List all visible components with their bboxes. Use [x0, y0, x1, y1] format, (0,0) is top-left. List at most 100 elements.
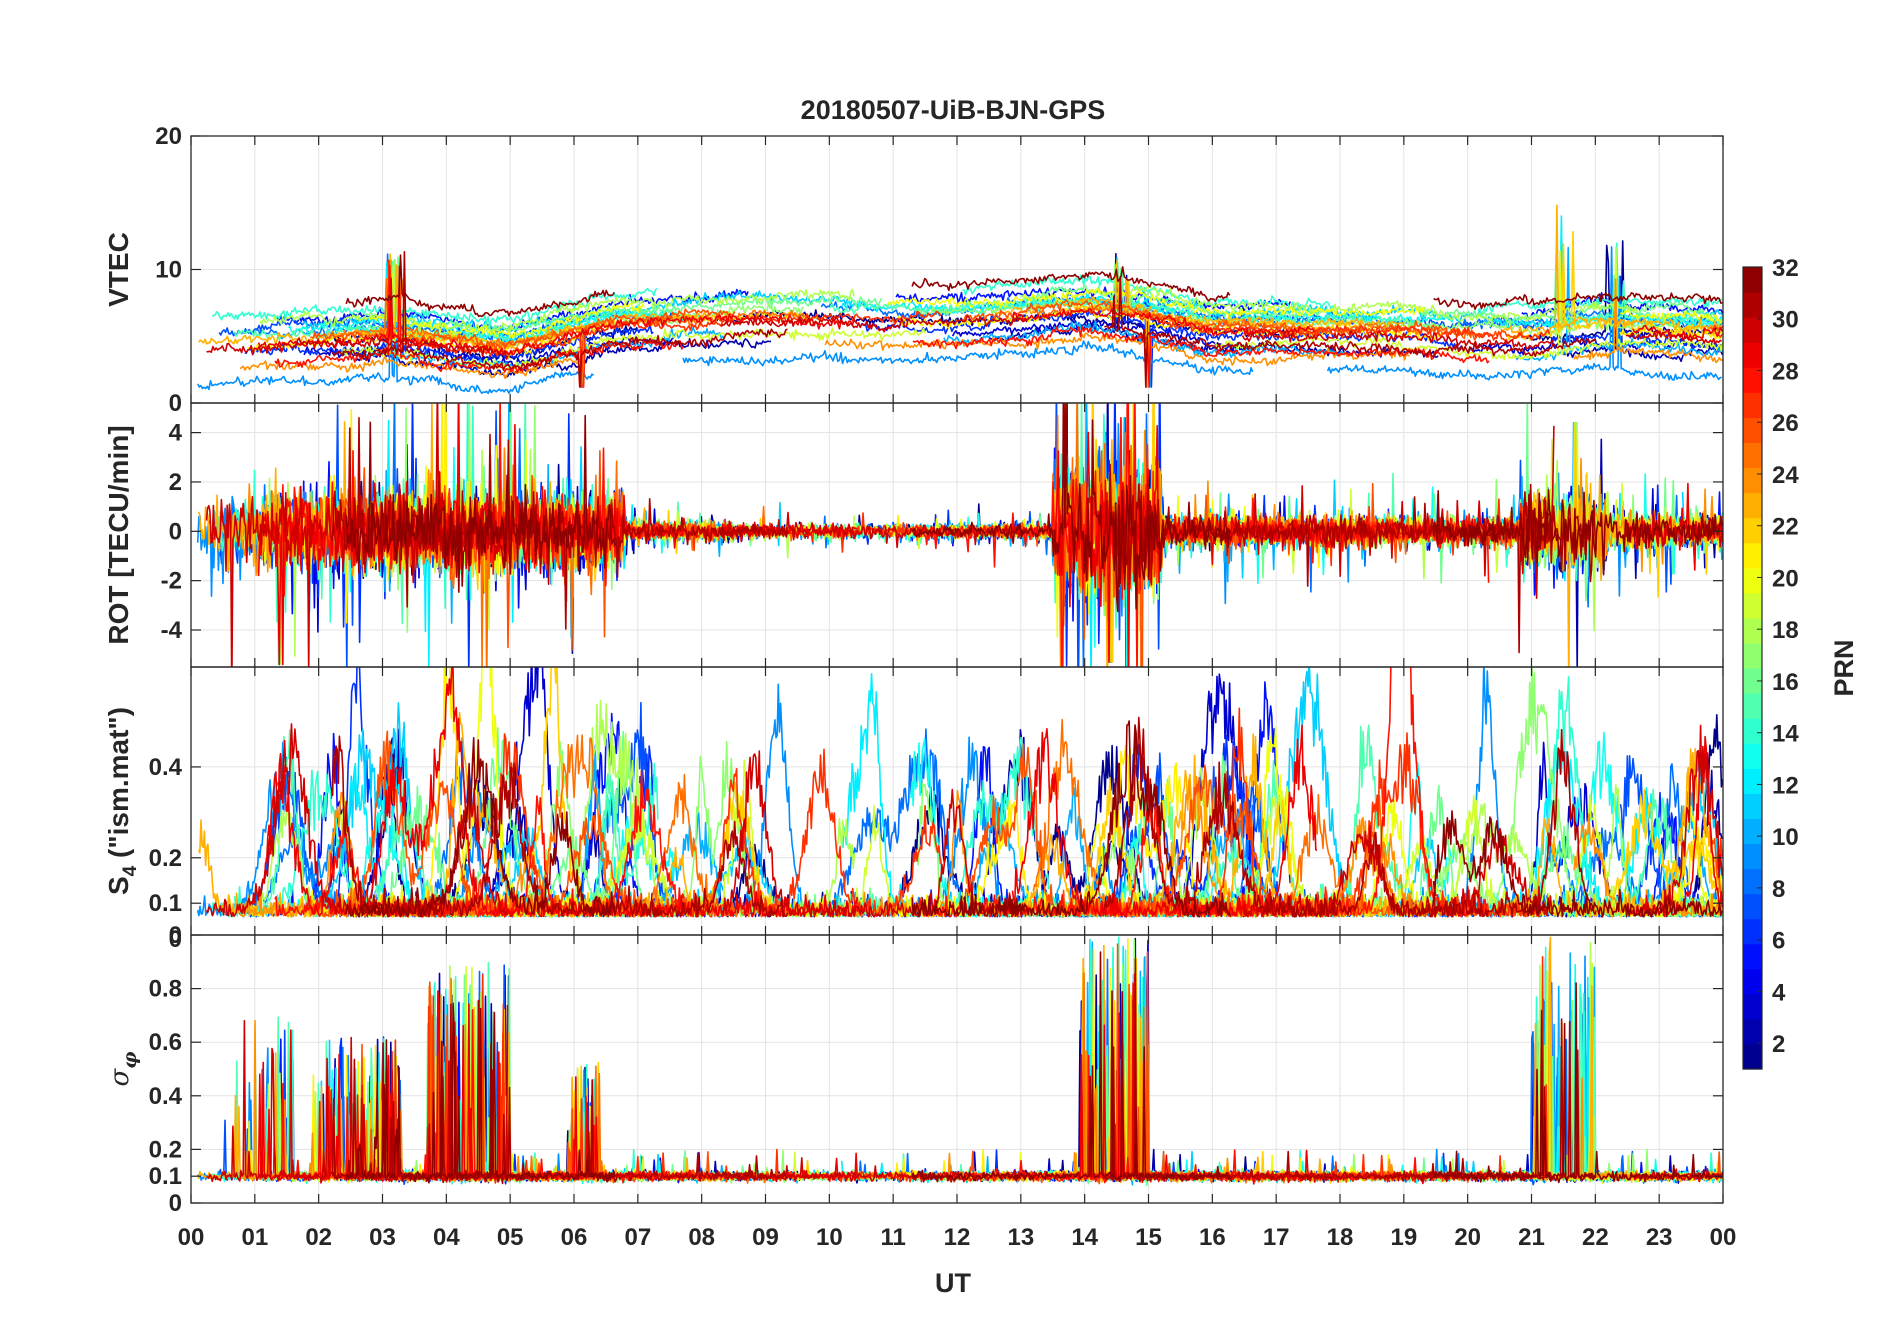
colorbar-band: [1743, 442, 1762, 469]
chart-title: 20180507-UiB-BJN-GPS: [801, 95, 1106, 125]
s4-series-group: [196, 667, 1723, 918]
rot-series-prn-31: [1103, 463, 1597, 654]
colorbar-band: [1743, 642, 1762, 669]
rot-y-tick-label: 0: [169, 518, 182, 545]
vtec-series-prn-2: [987, 252, 1439, 358]
x-tick-label: 05: [497, 1224, 524, 1251]
vtec-series-prn-26: [962, 298, 1525, 341]
vtec-series-prn-13: [287, 311, 676, 388]
x-tick-label: 02: [305, 1224, 332, 1251]
vtec-series-prn-32: [911, 266, 1231, 303]
x-tick-label: 06: [561, 1224, 588, 1251]
s4-y-tick-label: 0.4: [149, 754, 183, 781]
colorbar-band: [1743, 467, 1762, 494]
vtec-series-prn-6: [860, 310, 1464, 388]
x-tick-label: 12: [944, 1224, 971, 1251]
sigma_phi-y-tick-label: 0.1: [149, 1163, 182, 1190]
x-tick-label: 09: [752, 1224, 779, 1251]
rot-y-tick-label: 2: [169, 469, 182, 496]
colorbar-tick-label: 18: [1772, 617, 1799, 644]
sigma_phi-series-prn-32: [911, 951, 1232, 1183]
vtec-series-prn-16: [1020, 267, 1320, 319]
x-tick-label: 20: [1454, 1224, 1481, 1251]
sigma_phi-series-group: [196, 936, 1723, 1187]
colorbar-band: [1743, 893, 1762, 920]
colorbar-band: [1743, 267, 1762, 293]
sigma_phi-series-prn-30: [1625, 1170, 1723, 1181]
rot-series-prn-32: [1432, 489, 1723, 576]
colorbar-band: [1743, 292, 1762, 318]
vtec-series-prn-14: [1477, 242, 1723, 315]
vtec-series-prn-27: [1138, 312, 1551, 345]
vtec-series-prn-18: [1114, 284, 1639, 323]
colorbar-band: [1743, 743, 1762, 769]
colorbar-tick-label: 8: [1772, 876, 1785, 903]
x-tick-label: 08: [688, 1224, 715, 1251]
colorbar-band: [1743, 417, 1762, 444]
colorbar-band: [1743, 542, 1762, 569]
vtec-series-prn-20: [369, 280, 645, 340]
colorbar-band: [1743, 918, 1762, 945]
rot-series-prn-32: [911, 403, 1232, 613]
x-tick-label: 15: [1135, 1224, 1162, 1251]
colorbar-band: [1743, 342, 1762, 368]
colorbar-tick-label: 14: [1772, 721, 1799, 748]
rot-y-tick-label: -2: [161, 568, 182, 595]
colorbar-band: [1743, 317, 1762, 343]
colorbar-band: [1743, 517, 1762, 544]
vtec-series-prn-18: [259, 288, 855, 334]
s4-y-tick-label: 0.2: [149, 845, 182, 872]
panel-s4: 0 0.1 0.2 0.4 S4 ("ism.mat"): [103, 666, 1724, 949]
s4-series-prn-31: [1103, 716, 1597, 918]
vtec-series-prn-20: [886, 288, 1425, 318]
x-tick-label: 23: [1646, 1224, 1673, 1251]
sigma_phi-y-tick-label: 0.4: [149, 1083, 183, 1110]
rot-series-group: [196, 403, 1723, 667]
colorbar-band: [1743, 668, 1762, 694]
vtec-series-prn-9: [1326, 246, 1722, 381]
colorbar-label: PRN: [1829, 639, 1859, 696]
vtec-series-prn-30: [720, 315, 1027, 333]
colorbar-band: [1743, 492, 1762, 519]
vtec-series-prn-24: [239, 355, 584, 380]
sigma_phi-y-tick-label: 0.2: [149, 1136, 182, 1163]
rot-series-prn-32: [345, 414, 616, 593]
colorbar-tick-label: 30: [1772, 307, 1799, 334]
colorbar-band: [1743, 993, 1762, 1020]
vtec-series-prn-31: [331, 251, 788, 388]
colorbar-tick-label: 26: [1772, 410, 1799, 437]
vtec-series-prn-14: [962, 256, 1337, 310]
x-tick-label: 16: [1199, 1224, 1226, 1251]
colorbar-tick-label: 32: [1772, 255, 1799, 282]
vtec-y-tick-label: 10: [155, 257, 182, 284]
colorbar-tick-label: 24: [1772, 462, 1799, 489]
x-tick-label: 18: [1327, 1224, 1354, 1251]
rot-y-tick-label: -4: [161, 617, 183, 644]
s4-series-prn-32: [1432, 810, 1723, 918]
colorbar-band: [1743, 617, 1762, 644]
vtec-series-prn-32: [1433, 291, 1723, 311]
rot-series-prn-30: [720, 511, 1028, 549]
x-tick-label: 01: [241, 1224, 268, 1251]
colorbar-band: [1743, 968, 1762, 995]
colorbar-tick-label: 22: [1772, 514, 1799, 541]
s4-y-tick-label: 0: [169, 922, 182, 949]
vtec-series-prn-32: [345, 254, 615, 318]
colorbar-tick-label: 20: [1772, 565, 1799, 592]
vtec-series-prn-21: [1619, 327, 1723, 341]
vtec-y-tick-label: 20: [155, 123, 182, 150]
rot-series-prn-31: [331, 416, 789, 630]
x-tick-label: 00: [178, 1224, 205, 1251]
colorbar-band: [1743, 718, 1762, 744]
rot-y-ticks: -4 -2 0 2 4: [161, 420, 1723, 644]
colorbar-band: [1743, 567, 1762, 594]
vtec-y-label: VTEC: [103, 232, 134, 307]
colorbar-band: [1743, 818, 1762, 845]
x-tick-label: 21: [1518, 1224, 1545, 1251]
vtec-series-prn-28: [274, 264, 685, 388]
vtec-series-prn-30: [206, 337, 509, 360]
colorbar-band: [1743, 768, 1762, 794]
s4-series-prn-22: [1506, 788, 1723, 918]
